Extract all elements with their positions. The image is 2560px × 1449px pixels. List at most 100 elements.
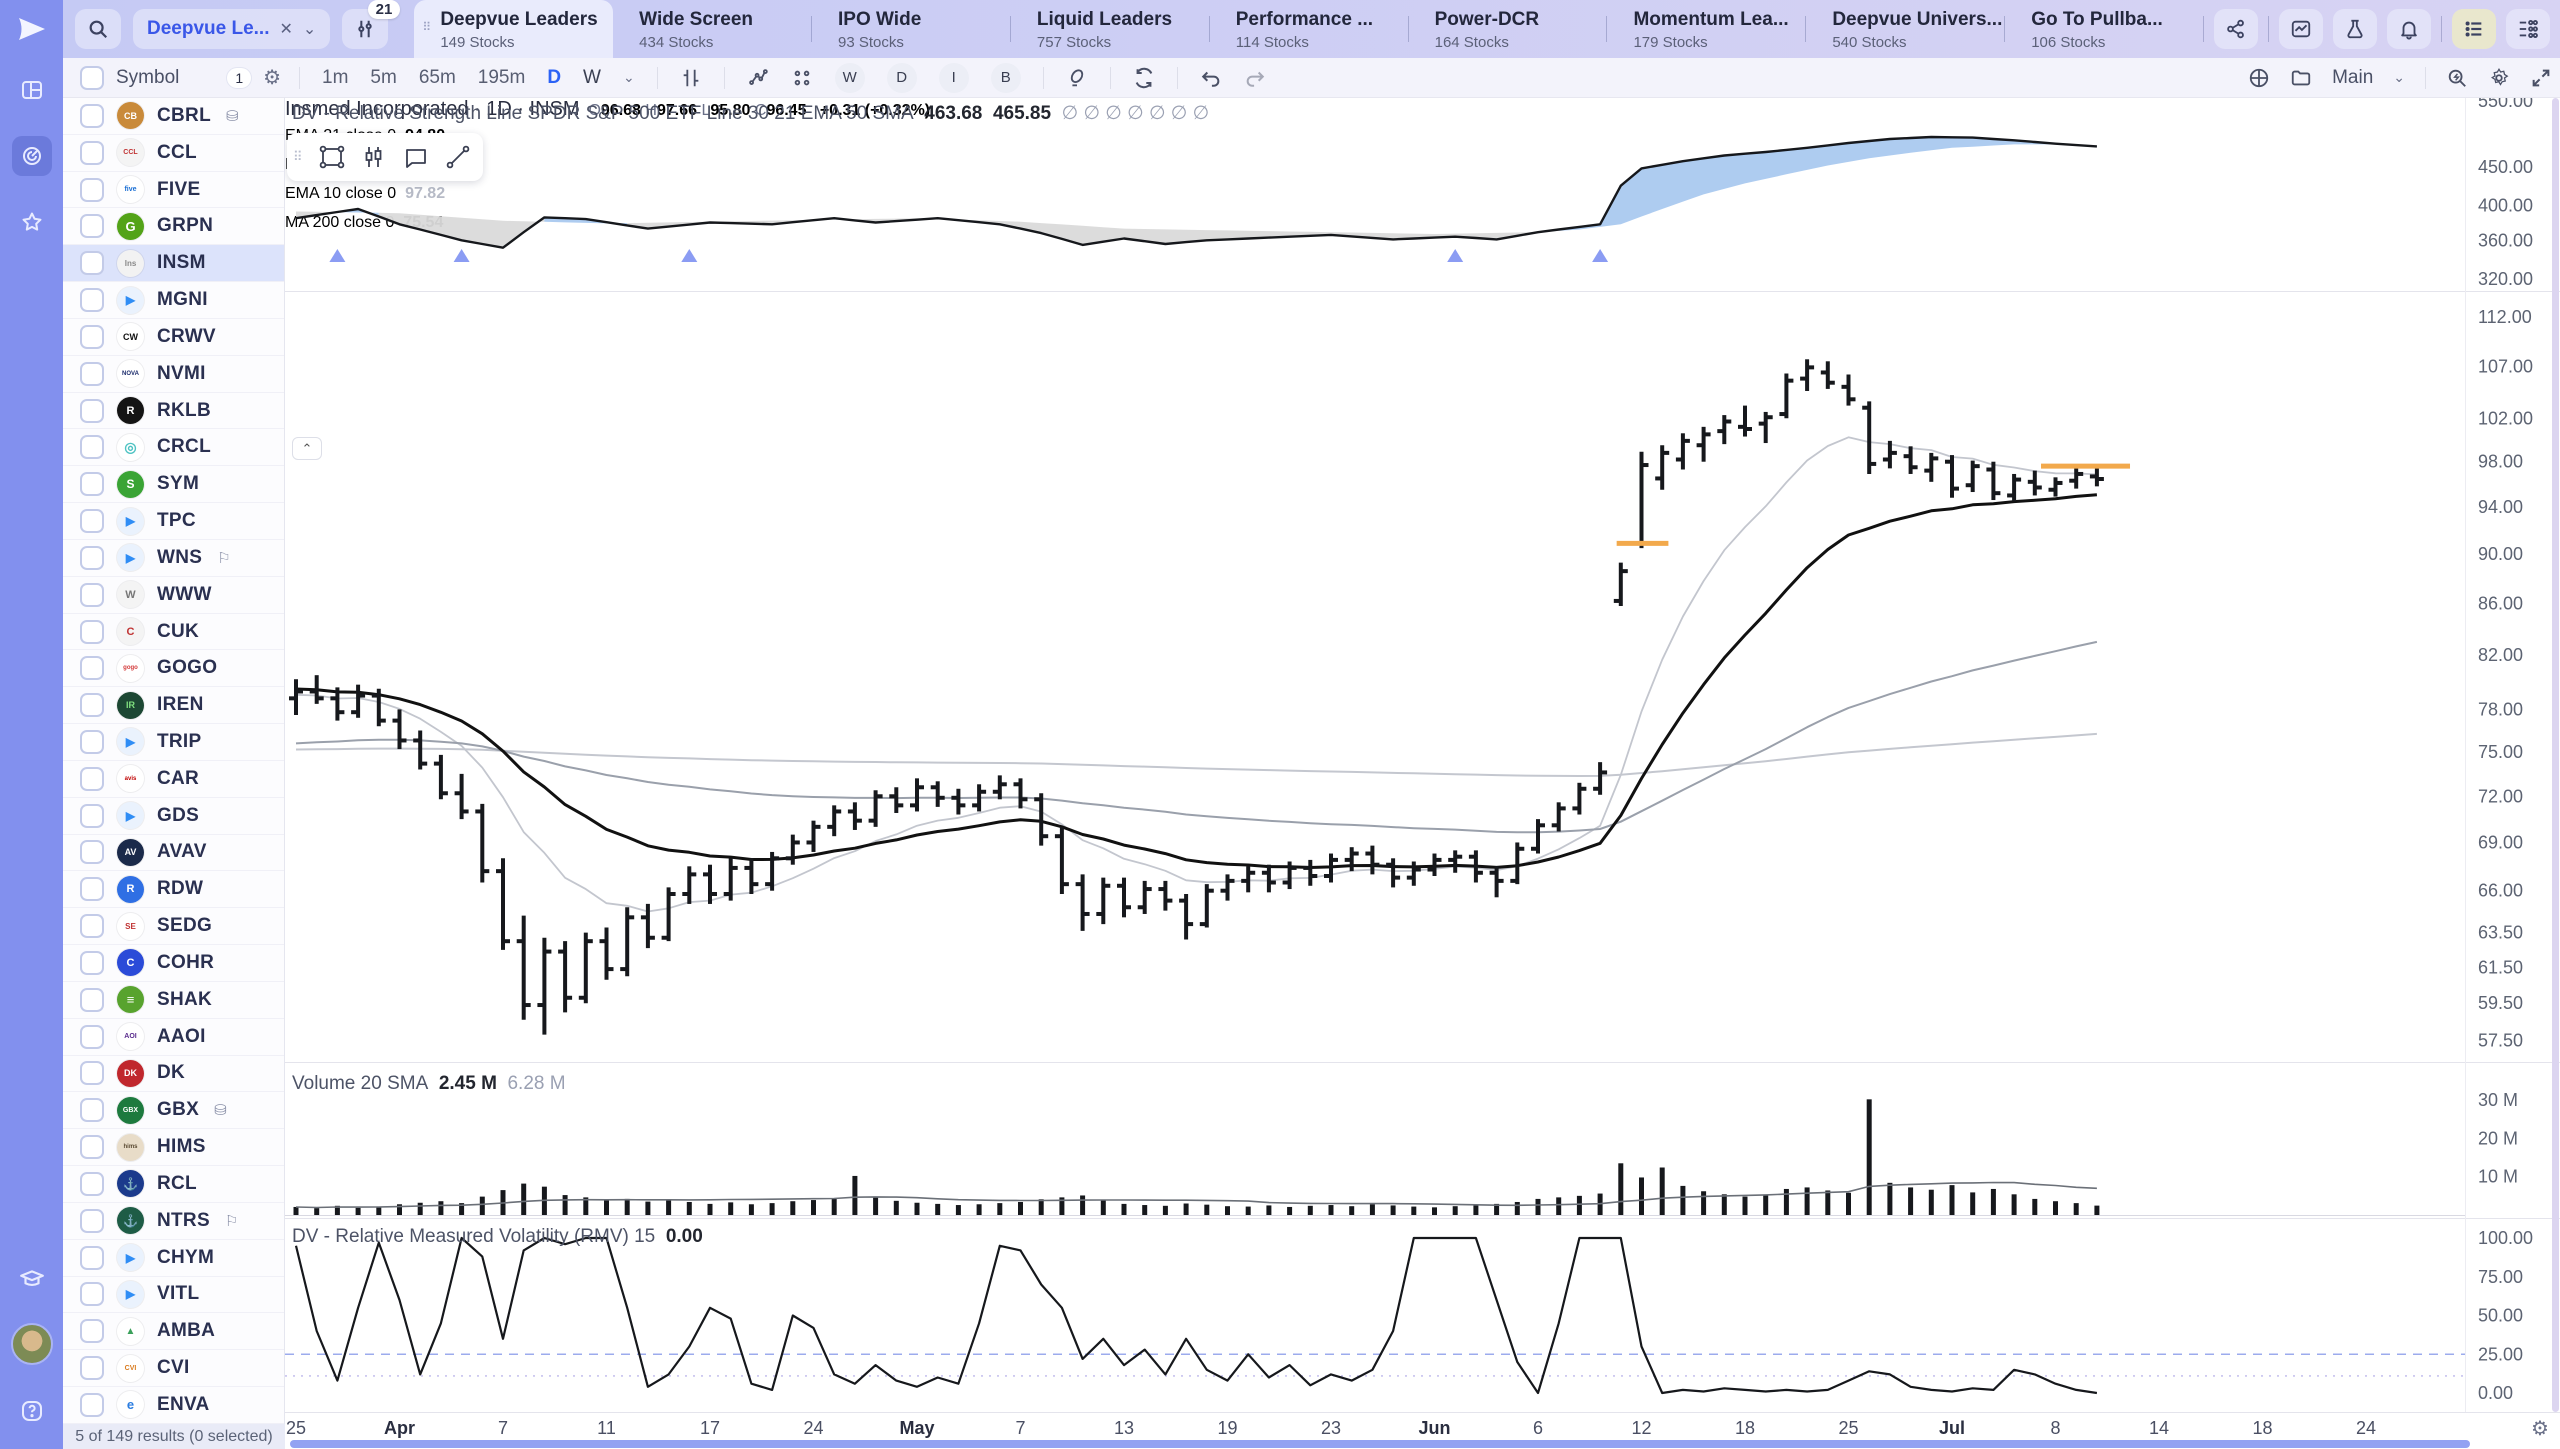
- screener-tab-2[interactable]: IPO Wide 93 Stocks: [812, 0, 1011, 58]
- watchlist-row-FIVE[interactable]: five FIVE: [63, 172, 284, 209]
- watchlist-row-RKLB[interactable]: R RKLB: [63, 393, 284, 430]
- watchlist-row-CRCL[interactable]: ◎ CRCL: [63, 429, 284, 467]
- screener-tab-6[interactable]: Momentum Lea... 179 Stocks: [1607, 0, 1807, 58]
- screener-tab-5[interactable]: Power-DCR 164 Stocks: [1409, 0, 1608, 58]
- education-cap-icon[interactable]: [12, 1259, 52, 1299]
- row-checkbox[interactable]: [80, 398, 104, 423]
- watchlist-row-NVMI[interactable]: NOVA NVMI: [63, 356, 284, 393]
- panel-layout-icon[interactable]: [2248, 67, 2270, 89]
- row-checkbox[interactable]: [80, 914, 104, 939]
- watchlist-row-AVAV[interactable]: AV AVAV: [63, 835, 284, 872]
- row-checkbox[interactable]: [80, 656, 104, 681]
- watchlist-row-RCL[interactable]: ⚓ RCL: [63, 1166, 284, 1203]
- comment-draw-icon[interactable]: [403, 144, 429, 170]
- timeframe-5m[interactable]: 5m: [370, 66, 397, 88]
- filters-button[interactable]: 21: [342, 0, 401, 49]
- row-checkbox[interactable]: [80, 140, 104, 165]
- layout-name[interactable]: Main: [2332, 66, 2374, 88]
- undo-button[interactable]: [1200, 67, 1222, 89]
- watchlist-row-CCL[interactable]: CCL CCL: [63, 135, 284, 172]
- row-checkbox[interactable]: [80, 214, 104, 239]
- row-checkbox[interactable]: [80, 1061, 104, 1086]
- watchlist-row-NTRS[interactable]: ⚓ NTRS ⚐: [63, 1203, 284, 1240]
- row-checkbox[interactable]: [80, 545, 104, 570]
- watchlist-row-MGNI[interactable]: ▶ MGNI: [63, 282, 284, 319]
- watchlist-row-GDS[interactable]: ▶ GDS: [63, 798, 284, 835]
- row-checkbox[interactable]: [80, 987, 104, 1012]
- watchlist-row-SHAK[interactable]: ≡ SHAK: [63, 982, 284, 1019]
- watchlist-row-CRWV[interactable]: CW CRWV: [63, 319, 284, 356]
- screener-tab-0[interactable]: Deepvue Leaders 149 Stocks: [414, 0, 614, 58]
- collapse-legend-button[interactable]: ⌃: [292, 437, 322, 460]
- flag-icon[interactable]: ⚐: [224, 1212, 239, 1230]
- marker-tool-button[interactable]: [1066, 67, 1088, 89]
- drawing-toolbar[interactable]: ⠿: [287, 133, 483, 181]
- indicators-button[interactable]: [747, 67, 769, 89]
- quick-timeframe-D[interactable]: D: [886, 62, 917, 93]
- layout-chevron-icon[interactable]: ⌄: [2393, 69, 2405, 85]
- chart-view-button[interactable]: [2279, 9, 2323, 49]
- pane-separator[interactable]: [285, 1218, 2560, 1219]
- row-checkbox[interactable]: [80, 472, 104, 497]
- rectangle-draw-icon[interactable]: [319, 144, 345, 170]
- grid-view-button[interactable]: [2506, 9, 2550, 49]
- row-checkbox[interactable]: [80, 103, 104, 128]
- deepvue-logo-icon[interactable]: [15, 14, 49, 44]
- quick-timeframe-W[interactable]: W: [834, 62, 865, 93]
- screener-tab-3[interactable]: Liquid Leaders 757 Stocks: [1011, 0, 1210, 58]
- row-checkbox[interactable]: [80, 1245, 104, 1270]
- watchlist-row-WWW[interactable]: W WWW: [63, 577, 284, 614]
- chevron-down-icon[interactable]: ⌄: [302, 21, 317, 38]
- refresh-button[interactable]: [1133, 67, 1155, 89]
- screener-selector[interactable]: Deepvue Le... ✕ ⌄: [133, 9, 331, 49]
- timeframe-1m[interactable]: 1m: [322, 66, 349, 88]
- screener-tab-7[interactable]: Deepvue Univers... 540 Stocks: [1806, 0, 2006, 58]
- row-checkbox[interactable]: [80, 1356, 104, 1381]
- signals-button[interactable]: [2333, 9, 2377, 49]
- row-checkbox[interactable]: [80, 435, 104, 460]
- screener-tab-8[interactable]: Go To Pullba... 106 Stocks: [2005, 0, 2204, 58]
- rmv-legend[interactable]: DV - Relative Measured Volatility (RMV) …: [292, 1226, 703, 1247]
- quick-timeframe-B[interactable]: B: [990, 62, 1021, 93]
- help-icon[interactable]: [12, 1391, 52, 1431]
- watchlist-row-ENVA[interactable]: e ENVA: [63, 1387, 284, 1424]
- timeframe-D[interactable]: D: [547, 66, 562, 88]
- chart-settings-gear-icon[interactable]: [2488, 67, 2510, 89]
- volume-legend[interactable]: Volume 20 SMA 2.45 M 6.28 M: [292, 1073, 566, 1094]
- row-checkbox[interactable]: [80, 1171, 104, 1196]
- watchlist-row-CAR[interactable]: avis CAR: [63, 761, 284, 798]
- row-checkbox[interactable]: [80, 1282, 104, 1307]
- select-all-checkbox[interactable]: [80, 65, 104, 90]
- row-checkbox[interactable]: [80, 950, 104, 975]
- fullscreen-icon[interactable]: [2530, 67, 2552, 89]
- star-icon[interactable]: [12, 202, 52, 242]
- time-axis-settings-icon[interactable]: ⚙: [2531, 1418, 2549, 1440]
- redo-button[interactable]: [1244, 67, 1266, 89]
- trendline-draw-icon[interactable]: [445, 144, 471, 170]
- row-checkbox[interactable]: [80, 1392, 104, 1417]
- layout-grid-icon[interactable]: [12, 70, 52, 110]
- watchlist-row-COHR[interactable]: C COHR: [63, 945, 284, 982]
- timeframe-195m[interactable]: 195m: [477, 66, 526, 88]
- row-checkbox[interactable]: [80, 288, 104, 313]
- zoom-reset-icon[interactable]: [2446, 67, 2468, 89]
- watchlist-row-AMBA[interactable]: ▲ AMBA: [63, 1313, 284, 1351]
- row-checkbox[interactable]: [80, 803, 104, 828]
- search-button[interactable]: [75, 9, 121, 49]
- row-checkbox[interactable]: [80, 1135, 104, 1160]
- watchlist-row-AAOI[interactable]: AOI AAOI: [63, 1019, 284, 1056]
- quick-timeframe-I[interactable]: I: [938, 62, 969, 93]
- list-view-button[interactable]: [2452, 9, 2496, 49]
- watchlist-row-IREN[interactable]: IR IREN: [63, 687, 284, 725]
- row-checkbox[interactable]: [80, 1208, 104, 1233]
- row-checkbox[interactable]: [80, 840, 104, 865]
- watchlist-row-WNS[interactable]: ▶ WNS ⚐: [63, 540, 284, 577]
- row-checkbox[interactable]: [80, 361, 104, 386]
- indicator-legend-row[interactable]: EMA 10 close 0 97.82: [285, 185, 446, 202]
- row-checkbox[interactable]: [80, 619, 104, 644]
- user-avatar[interactable]: [10, 1323, 53, 1365]
- watchlist-row-DK[interactable]: DK DK: [63, 1056, 284, 1093]
- timeframe-W[interactable]: W: [583, 66, 601, 88]
- row-checkbox[interactable]: [80, 509, 104, 534]
- bar-style-button[interactable]: [680, 67, 702, 89]
